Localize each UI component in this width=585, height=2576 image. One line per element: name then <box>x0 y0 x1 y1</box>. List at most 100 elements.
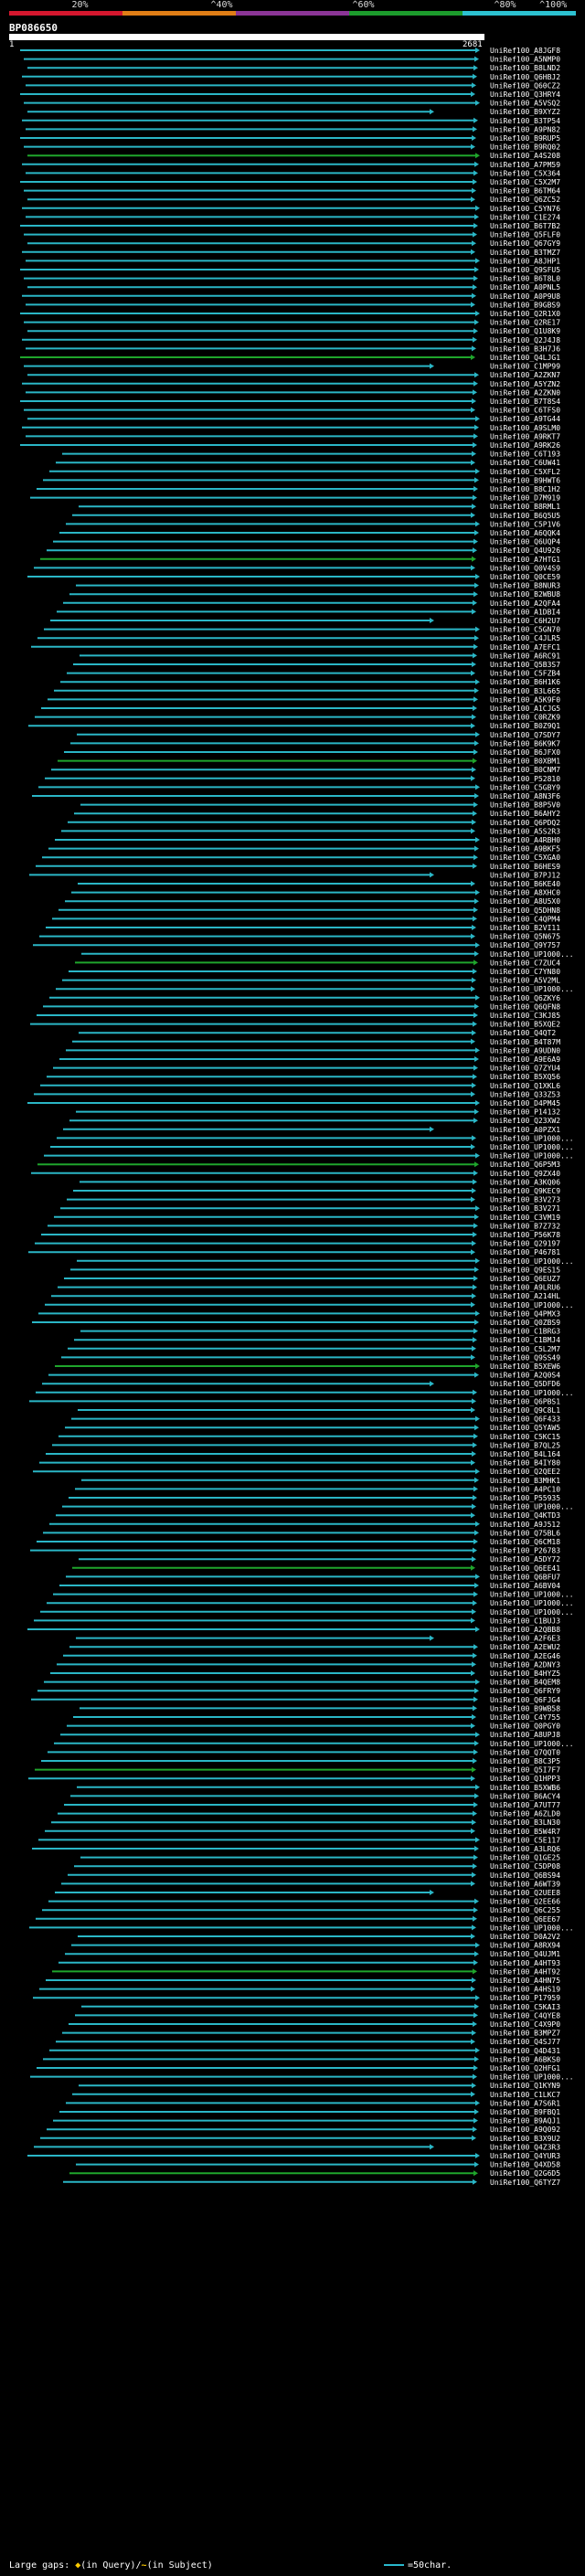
hit-label[interactable]: UniRef100_P46781 <box>490 1248 560 1256</box>
hit-label[interactable]: UniRef100_A5NMP0 <box>490 56 560 64</box>
hit-label[interactable]: UniRef100_A8JHP1 <box>490 257 560 265</box>
hit-label[interactable]: UniRef100_Q67GY9 <box>490 239 560 248</box>
hit-label[interactable]: UniRef100_UP1000... <box>490 1143 574 1151</box>
hit-label[interactable]: UniRef100_C3KJ85 <box>490 1012 560 1020</box>
hit-label[interactable]: UniRef100_B4QEM8 <box>490 1679 560 1687</box>
hit-label[interactable]: UniRef100_Q6BS94 <box>490 1871 560 1880</box>
hit-label[interactable]: UniRef100_B7QL25 <box>490 1441 560 1449</box>
hit-label[interactable]: UniRef100_B6HES9 <box>490 863 560 871</box>
hit-label[interactable]: UniRef100_D0A2V2 <box>490 1933 560 1941</box>
hit-label[interactable]: UniRef100_P17959 <box>490 1994 560 2002</box>
hit-label[interactable]: UniRef100_A9SLM0 <box>490 424 560 432</box>
hit-label[interactable]: UniRef100_C1BRG3 <box>490 1328 560 1336</box>
hit-label[interactable]: UniRef100_B6T7B2 <box>490 222 560 230</box>
hit-label[interactable]: UniRef100_C1MP99 <box>490 363 560 371</box>
hit-label[interactable]: UniRef100_A3LRQ6 <box>490 1845 560 1853</box>
hit-label[interactable]: UniRef100_Q2R1X0 <box>490 310 560 318</box>
hit-label[interactable]: UniRef100_B4L164 <box>490 1450 560 1458</box>
hit-label[interactable]: UniRef100_Q60CZ2 <box>490 81 560 90</box>
hit-label[interactable]: UniRef100_A7UT77 <box>490 1801 560 1809</box>
hit-label[interactable]: UniRef100_B9WB58 <box>490 1704 560 1712</box>
hit-label[interactable]: UniRef100_A5K9F0 <box>490 695 560 704</box>
hit-label[interactable]: UniRef100_C4Y755 <box>490 1713 560 1722</box>
hit-label[interactable]: UniRef100_A3KQ06 <box>490 1178 560 1186</box>
hit-label[interactable]: UniRef100_A2ZKN7 <box>490 371 560 379</box>
hit-label[interactable]: UniRef100_Q4QT2 <box>490 1029 556 1037</box>
hit-label[interactable]: UniRef100_B3MHK1 <box>490 1477 560 1485</box>
hit-label[interactable]: UniRef100_B2VI11 <box>490 924 560 932</box>
hit-label[interactable]: UniRef100_Q6CM18 <box>490 1538 560 1546</box>
hit-label[interactable]: UniRef100_UP1000... <box>490 1591 574 1599</box>
hit-label[interactable]: UniRef100_B9RQ02 <box>490 143 560 152</box>
hit-label[interactable]: UniRef100_B6K9K7 <box>490 739 560 747</box>
hit-label[interactable]: UniRef100_A4PC10 <box>490 1485 560 1493</box>
hit-label[interactable]: UniRef100_B3V271 <box>490 1204 560 1213</box>
hit-label[interactable]: UniRef100_Q1XKL6 <box>490 1082 560 1090</box>
hit-label[interactable]: UniRef100_Q6UQP4 <box>490 538 560 546</box>
hit-label[interactable]: UniRef100_Q0CE59 <box>490 573 560 581</box>
hit-label[interactable]: UniRef100_B4IY80 <box>490 1459 560 1468</box>
hit-label[interactable]: UniRef100_B3L665 <box>490 687 560 695</box>
hit-label[interactable]: UniRef100_B6JFX0 <box>490 748 560 757</box>
hit-label[interactable]: UniRef100_A5YZN2 <box>490 380 560 388</box>
hit-label[interactable]: UniRef100_Q5B3S7 <box>490 661 560 669</box>
hit-label[interactable]: UniRef100_C1BUJ3 <box>490 1617 560 1625</box>
hit-label[interactable]: UniRef100_Q7ZYU4 <box>490 1065 560 1073</box>
hit-label[interactable]: UniRef100_C5GBY9 <box>490 783 560 791</box>
hit-label[interactable]: UniRef100_C5FZB4 <box>490 670 560 678</box>
hit-label[interactable]: UniRef100_A214HL <box>490 1292 560 1300</box>
hit-label[interactable]: UniRef100_Q5DHN8 <box>490 906 560 915</box>
hit-label[interactable]: UniRef100_Q4PMX3 <box>490 1309 560 1318</box>
hit-label[interactable]: UniRef100_B3TMZ7 <box>490 249 560 257</box>
hit-label[interactable]: UniRef100_Q5I7F7 <box>490 1766 560 1775</box>
hit-label[interactable]: UniRef100_B5XEW6 <box>490 1362 560 1371</box>
hit-label[interactable]: UniRef100_UP1000... <box>490 985 574 993</box>
hit-label[interactable]: UniRef100_Q4D431 <box>490 2047 560 2055</box>
hit-label[interactable]: UniRef100_Q5DFD6 <box>490 1380 560 1388</box>
hit-label[interactable]: UniRef100_Q2EE66 <box>490 1898 560 1906</box>
hit-label[interactable]: UniRef100_B5XWB6 <box>490 1784 560 1792</box>
hit-label[interactable]: UniRef100_A6BKS0 <box>490 2055 560 2063</box>
hit-label[interactable]: UniRef100_UP1000... <box>490 1924 574 1932</box>
hit-label[interactable]: UniRef100_Q4Z3R3 <box>490 2143 560 2151</box>
hit-label[interactable]: UniRef100_C4QPM4 <box>490 915 560 923</box>
hit-label[interactable]: UniRef100_Q2QEE2 <box>490 1468 560 1476</box>
hit-label[interactable]: UniRef100_Q4YUR3 <box>490 2152 560 2160</box>
hit-label[interactable]: UniRef100_A2EG46 <box>490 1652 560 1660</box>
hit-label[interactable]: UniRef100_B4T87M <box>490 1038 560 1046</box>
hit-label[interactable]: UniRef100_UP1000... <box>490 1134 574 1142</box>
hit-label[interactable]: UniRef100_Q6HBJ2 <box>490 73 560 81</box>
hit-label[interactable]: UniRef100_A6ZLD0 <box>490 1810 560 1818</box>
hit-label[interactable]: UniRef100_A4S208 <box>490 152 560 160</box>
hit-label[interactable]: UniRef100_B9GBS9 <box>490 301 560 309</box>
hit-label[interactable]: UniRef100_C5YN76 <box>490 205 560 213</box>
hit-label[interactable]: UniRef100_UP1000... <box>490 1301 574 1309</box>
hit-label[interactable]: UniRef100_B8C1H2 <box>490 485 560 493</box>
hit-label[interactable]: UniRef100_A6QQK4 <box>490 529 560 537</box>
hit-label[interactable]: UniRef100_C5X364 <box>490 169 560 177</box>
hit-label[interactable]: UniRef100_C5KC15 <box>490 1433 560 1441</box>
hit-label[interactable]: UniRef100_B9FBQ1 <box>490 2108 560 2116</box>
hit-label[interactable]: UniRef100_B2WBU8 <box>490 590 560 599</box>
hit-label[interactable]: UniRef100_P52810 <box>490 775 560 783</box>
hit-label[interactable]: UniRef100_Q9SS49 <box>490 1353 560 1362</box>
hit-label[interactable]: UniRef100_C1LKC7 <box>490 2091 560 2099</box>
hit-label[interactable]: UniRef100_Q6BFU7 <box>490 1573 560 1581</box>
hit-label[interactable]: UniRef100_A9J512 <box>490 1521 560 1529</box>
hit-label[interactable]: UniRef100_A9BKF5 <box>490 845 560 853</box>
hit-label[interactable]: UniRef100_Q1GE25 <box>490 1854 560 1862</box>
hit-label[interactable]: UniRef100_B3V273 <box>490 1196 560 1204</box>
hit-label[interactable]: UniRef100_Q0V4S9 <box>490 564 560 572</box>
hit-label[interactable]: UniRef100_Q6QFN8 <box>490 1002 560 1011</box>
hit-label[interactable]: UniRef100_A8N3F6 <box>490 792 560 800</box>
hit-label[interactable]: UniRef100_Q1U8K9 <box>490 327 560 335</box>
hit-label[interactable]: UniRef100_A6WT39 <box>490 1880 560 1888</box>
hit-label[interactable]: UniRef100_C4QYE8 <box>490 2011 560 2019</box>
hit-label[interactable]: UniRef100_Q4LJG1 <box>490 354 560 362</box>
hit-label[interactable]: UniRef100_A8XHC0 <box>490 889 560 897</box>
hit-label[interactable]: UniRef100_Q4XD58 <box>490 2161 560 2169</box>
hit-label[interactable]: UniRef100_Q7SDY7 <box>490 731 560 739</box>
hit-label[interactable]: UniRef100_A1DBI4 <box>490 608 560 616</box>
hit-label[interactable]: UniRef100_A1CJG5 <box>490 705 560 713</box>
hit-label[interactable]: UniRef100_Q29197 <box>490 1240 560 1248</box>
